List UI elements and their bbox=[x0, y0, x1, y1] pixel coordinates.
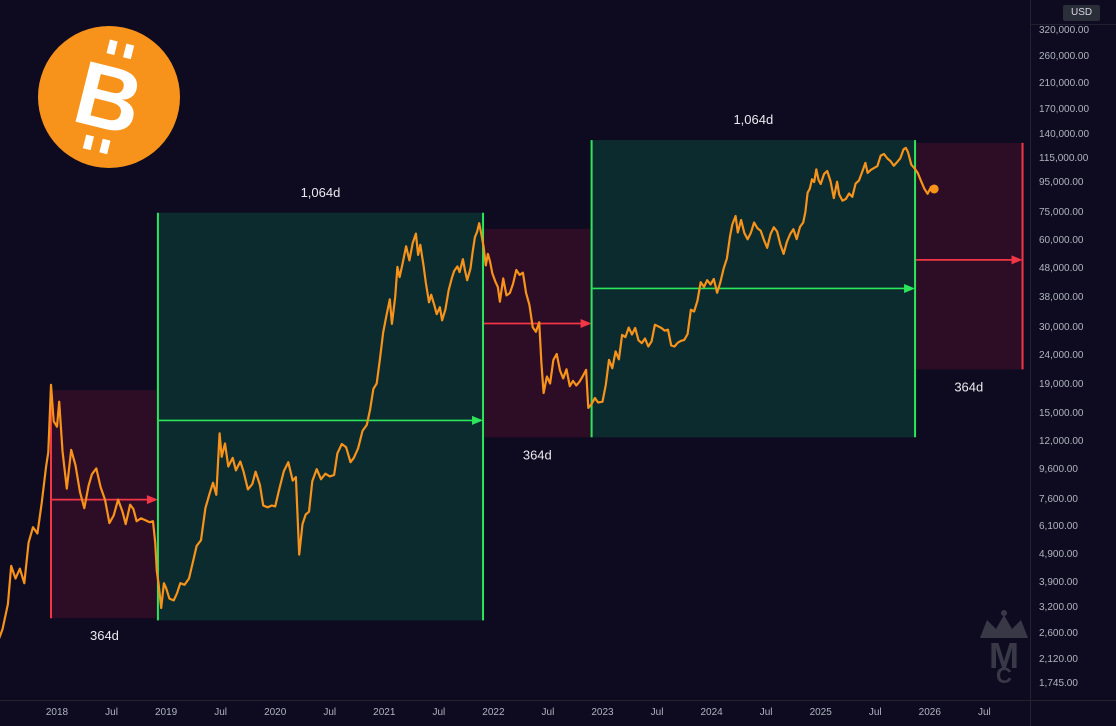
time-tick-label: 2019 bbox=[154, 707, 178, 718]
cycle-duration-label: 1,064d bbox=[733, 112, 773, 127]
time-tick-label: Jul bbox=[541, 707, 555, 718]
time-tick-label: Jul bbox=[432, 707, 446, 718]
price-tick-label: 12,000.00 bbox=[1039, 436, 1084, 448]
price-tick-label: 95,000.00 bbox=[1039, 177, 1084, 189]
price-chart-area[interactable]: 364d 1,064d 364d 1,064d 364d B M C bbox=[0, 0, 1030, 700]
last-price-marker bbox=[929, 184, 939, 194]
time-tick-label: 2020 bbox=[264, 707, 287, 718]
time-tick-label: 2026 bbox=[918, 707, 941, 718]
price-tick-label: 260,000.00 bbox=[1039, 51, 1090, 63]
price-tick-label: 6,100.00 bbox=[1039, 521, 1078, 533]
svg-text:C: C bbox=[996, 663, 1012, 686]
price-tick-label: 19,000.00 bbox=[1039, 378, 1084, 390]
price-tick-label: 115,000.00 bbox=[1039, 153, 1089, 165]
cycle-region-bull[interactable] bbox=[157, 212, 484, 621]
price-tick-label: 170,000.00 bbox=[1039, 104, 1090, 116]
price-tick-label: 320,000.00 bbox=[1039, 25, 1090, 36]
time-tick-label: 2021 bbox=[373, 707, 396, 718]
price-tick-label: 7,600.00 bbox=[1039, 493, 1078, 505]
cycle-duration-label: 364d bbox=[523, 447, 552, 462]
price-tick-label: 3,200.00 bbox=[1039, 602, 1078, 614]
time-tick-label: Jul bbox=[214, 707, 228, 718]
price-tick-label: 2,120.00 bbox=[1039, 653, 1078, 665]
cycle-duration-label: 1,064d bbox=[301, 185, 341, 200]
price-tick-label: 9,600.00 bbox=[1039, 464, 1078, 476]
axis-corner bbox=[1030, 700, 1116, 726]
time-tick-label: Jul bbox=[759, 707, 773, 718]
time-scale-axis[interactable]: 2018 Jul 2019 Jul 2020 Jul 2021 Jul 2022 Jul 2023 J… bbox=[0, 700, 1030, 726]
time-tick-label: Jul bbox=[323, 707, 337, 718]
cycle-region-bear[interactable] bbox=[915, 142, 1023, 370]
chart-canvas[interactable]: 364d 1,064d 364d 1,064d 364d bbox=[0, 0, 1030, 700]
time-tick-label: 2018 bbox=[45, 707, 69, 718]
time-tick-label: 2023 bbox=[591, 707, 614, 718]
cycle-region-bear[interactable] bbox=[483, 228, 592, 438]
price-line bbox=[0, 146, 936, 640]
cycle-arrow-head bbox=[580, 318, 592, 328]
time-tick-label: 2024 bbox=[700, 707, 723, 718]
time-tick-label: Jul bbox=[868, 707, 882, 718]
price-tick-label: 15,000.00 bbox=[1039, 408, 1084, 420]
price-tick-label: 2,600.00 bbox=[1039, 628, 1078, 640]
price-tick-label: 4,900.00 bbox=[1039, 548, 1078, 560]
price-tick-label: 38,000.00 bbox=[1039, 291, 1084, 303]
price-tick-label: 60,000.00 bbox=[1039, 234, 1084, 246]
time-tick-label: Jul bbox=[105, 707, 118, 718]
axis-separator bbox=[1031, 24, 1116, 25]
cycle-arrow-head bbox=[1011, 255, 1023, 265]
price-tick-label: 210,000.00 bbox=[1039, 77, 1090, 89]
mc-crown-watermark-icon: M C bbox=[972, 608, 1036, 691]
svg-text:M: M bbox=[989, 635, 1019, 676]
cycle-duration-label: 364d bbox=[954, 379, 983, 394]
cycle-arrow-head bbox=[146, 495, 158, 505]
price-tick-label: 48,000.00 bbox=[1039, 262, 1084, 274]
price-tick-label: 3,900.00 bbox=[1039, 577, 1078, 589]
cycle-arrow-head bbox=[472, 415, 484, 425]
time-tick-label: Jul bbox=[650, 707, 664, 718]
time-tick-label: Jul bbox=[977, 707, 991, 718]
price-scale-axis[interactable]: USD 320,000.00 260,000.00 210,000.00 170,00… bbox=[1030, 0, 1116, 700]
cycle-region-bear[interactable] bbox=[50, 390, 158, 619]
price-tick-label: 30,000.00 bbox=[1039, 321, 1084, 333]
cycle-arrow-head bbox=[904, 283, 916, 293]
time-tick-label: 2025 bbox=[809, 707, 832, 718]
price-tick-label: 24,000.00 bbox=[1039, 349, 1084, 361]
price-tick-label: 1,745.00 bbox=[1039, 678, 1078, 689]
currency-button[interactable]: USD bbox=[1063, 5, 1101, 21]
price-tick-label: 140,000.00 bbox=[1039, 128, 1090, 140]
time-tick-label: 2022 bbox=[482, 707, 505, 718]
bitcoin-logo-icon: B bbox=[38, 26, 180, 173]
price-tick-label: 75,000.00 bbox=[1039, 206, 1084, 218]
cycle-duration-label: 364d bbox=[90, 628, 119, 643]
